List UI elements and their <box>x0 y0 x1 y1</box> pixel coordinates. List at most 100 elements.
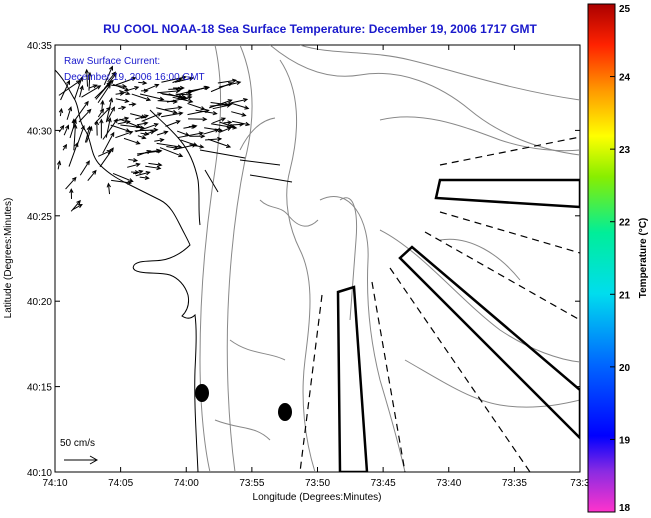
map-title: RU COOL NOAA-18 Sea Surface Temperature:… <box>103 22 537 36</box>
current-vector <box>156 142 182 148</box>
current-vector <box>119 90 130 95</box>
current-vector-head <box>113 118 118 124</box>
current-vector <box>115 131 133 139</box>
current-vector <box>133 170 143 175</box>
current-vector <box>187 102 205 110</box>
current-vector-head <box>77 203 83 209</box>
current-vector-head <box>159 96 165 101</box>
colorbar-label: Temperature (°C) <box>638 218 649 299</box>
x-tick-label: 73:55 <box>239 478 264 489</box>
current-vector <box>231 102 249 109</box>
current-vector-head <box>72 118 77 125</box>
current-vector-head <box>227 99 233 104</box>
current-vector-head <box>144 175 150 180</box>
current-vector-head <box>236 80 242 86</box>
current-vector <box>87 170 97 181</box>
current-vector-head <box>212 110 218 116</box>
current-vector <box>119 118 141 128</box>
current-vector <box>112 83 129 91</box>
current-vector <box>115 92 124 95</box>
current-vector-head <box>87 71 92 77</box>
current-vector-head <box>109 147 114 153</box>
current-vector-head <box>157 162 163 167</box>
region-polygon-southeast <box>398 245 580 440</box>
current-vector <box>120 124 144 129</box>
current-vector-head <box>71 176 77 182</box>
current-vector <box>72 204 83 211</box>
current-vector <box>95 81 111 100</box>
current-vector <box>219 121 234 128</box>
current-timestamp: December 19, 2006 16:00 GMT <box>64 72 205 83</box>
current-vector-head <box>85 160 90 166</box>
current-vector <box>168 93 185 100</box>
region-polygon-south <box>336 285 369 472</box>
x-tick-label: 74:05 <box>108 478 133 489</box>
current-vector-head <box>198 131 204 136</box>
current-vector <box>88 84 97 89</box>
current-vector-head <box>140 114 147 119</box>
current-vector <box>66 107 72 120</box>
current-vector <box>63 125 69 136</box>
colorbar-tick-label: 18 <box>619 503 631 514</box>
current-vector-head <box>226 143 232 148</box>
current-vector <box>86 69 89 87</box>
dashed-sector-lines <box>299 136 580 472</box>
x-tick-label: 73:40 <box>436 478 461 489</box>
current-vector <box>166 146 178 149</box>
current-vector-head <box>156 165 162 171</box>
current-vector <box>223 121 232 124</box>
current-vector-head <box>175 88 181 94</box>
current-vector <box>204 127 222 131</box>
current-vector-head <box>178 153 184 158</box>
current-vector-head <box>200 106 206 111</box>
current-vector-head <box>86 108 92 114</box>
current-vector-head <box>58 107 64 113</box>
current-vector <box>219 127 231 133</box>
current-vector-head <box>109 65 114 71</box>
current-vector <box>102 118 118 140</box>
current-vector <box>103 73 117 89</box>
x-tick-label: 73:35 <box>502 478 527 489</box>
current-vector <box>97 84 111 104</box>
current-vector <box>117 120 130 125</box>
current-vector-head <box>73 123 78 129</box>
colorbar-tick-label: 22 <box>619 218 631 229</box>
current-vector <box>131 93 151 101</box>
current-vector <box>110 124 130 132</box>
current-vector <box>115 77 136 86</box>
current-vector-head <box>107 117 112 123</box>
current-vector <box>135 115 148 120</box>
current-vector-head <box>192 124 198 129</box>
current-vector-head <box>124 116 130 121</box>
current-vector <box>81 85 101 98</box>
bathymetry-contours <box>199 45 580 472</box>
current-vector-head <box>143 114 149 119</box>
current-vector <box>165 120 180 127</box>
current-vector <box>111 179 132 184</box>
current-vector-head <box>244 105 250 110</box>
current-vector-head <box>226 126 232 131</box>
current-vector-head <box>202 117 208 122</box>
current-vector-head <box>227 120 233 125</box>
current-vector-head <box>145 170 151 176</box>
current-vector-head <box>199 144 205 149</box>
scale-arrow <box>64 455 99 465</box>
current-vector-head <box>217 127 224 133</box>
current-vector-head <box>241 112 247 117</box>
current-vector-head <box>187 95 193 100</box>
current-label: Raw Surface Current: <box>64 56 161 67</box>
y-tick-label: 40:25 <box>27 212 52 223</box>
colorbar <box>587 3 616 513</box>
current-vector <box>60 80 70 101</box>
current-vector <box>111 84 126 87</box>
scale-label: 50 cm/s <box>60 438 95 449</box>
current-vector <box>107 71 116 83</box>
colorbar-tick-label: 25 <box>619 4 631 15</box>
current-vector-head <box>188 76 195 81</box>
current-vector <box>249 174 293 183</box>
current-vector-head <box>134 86 140 91</box>
current-vector-head <box>135 162 141 167</box>
current-vector-head <box>99 108 105 114</box>
current-vector-head <box>177 105 183 110</box>
